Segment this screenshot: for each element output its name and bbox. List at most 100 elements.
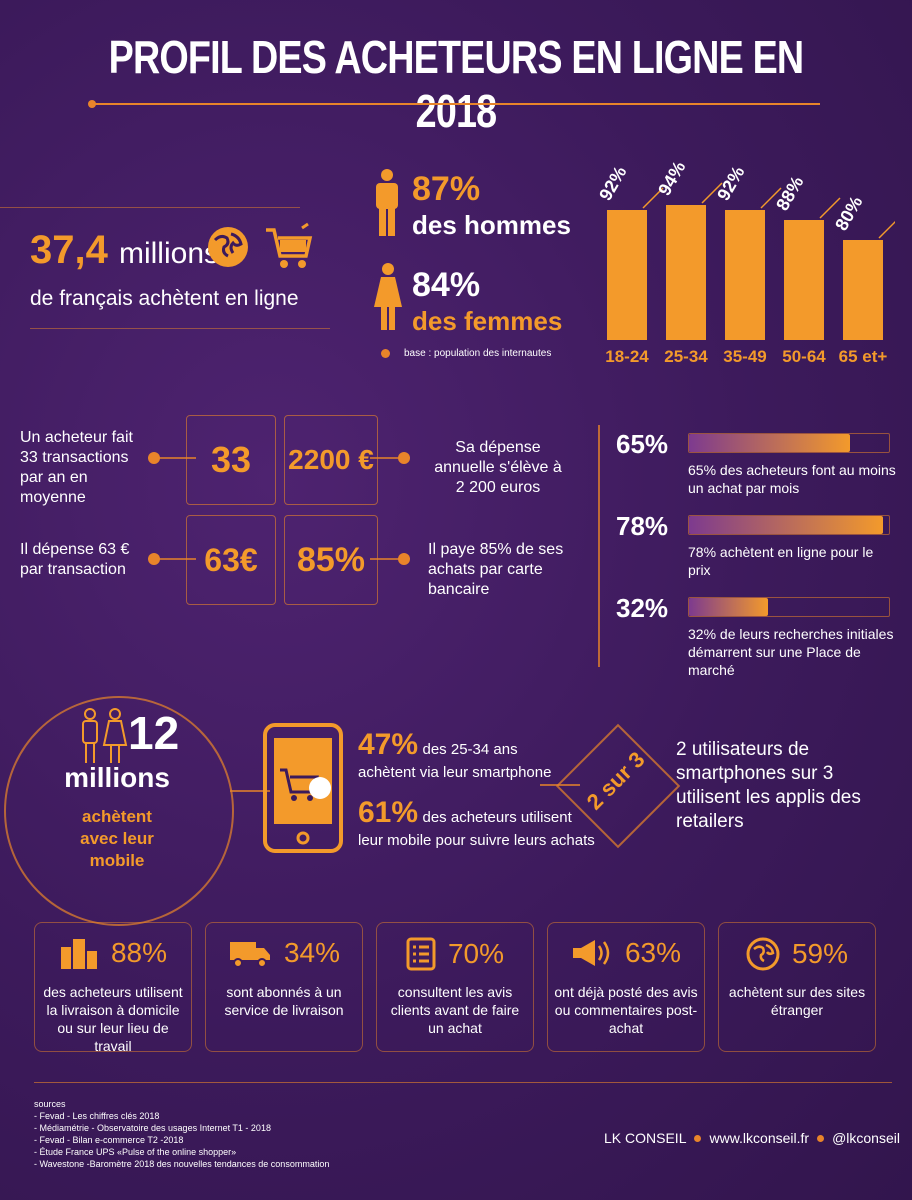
footer-brand: LK CONSEIL (604, 1130, 687, 1146)
progress-pct: 32% (616, 593, 669, 623)
men-label: des hommes (412, 210, 571, 240)
stat-card-pct: 70% (447, 938, 505, 969)
connector-dot (398, 452, 410, 464)
progress-track (688, 515, 890, 535)
category-label: 25-34 (664, 347, 708, 366)
women-percent: 84% (412, 266, 481, 304)
page-title: PROFIL DES ACHETEURS EN LIGNE EN 2018 (108, 31, 805, 137)
stat-card-text: consultent les avis clients avant de fai… (390, 984, 520, 1036)
mobile-stat-2-b: leur mobile pour suivre leurs achats (358, 832, 595, 849)
mobile-stat-1-pct: 47% (358, 728, 419, 761)
card-payment-value: 85% (296, 541, 366, 579)
footer-bullet (694, 1134, 702, 1142)
ratio-text: 2 utilisateurs de smartphones sur 3 util… (676, 739, 861, 832)
category-label: 50-64 (782, 347, 826, 366)
mobile-stat-2-pct: 61% (358, 796, 419, 829)
source-item: - Médiamétrie - Observatoire des usages … (34, 1123, 271, 1133)
per-transaction-text: Il dépense 63 € par transaction (20, 541, 130, 578)
footer-site[interactable]: www.lkconseil.fr (709, 1130, 810, 1146)
globe-icon (746, 937, 780, 971)
mobile-unit: millions (64, 762, 170, 793)
category-label: 35-49 (723, 347, 766, 366)
connector-dot (398, 553, 410, 565)
stat-card-text: sont abonnés à un service de livraison (224, 984, 344, 1018)
mobile-label: achètent avec leur mobile (80, 807, 154, 870)
bar-35-49 (725, 210, 765, 340)
source-item: - Fevad - Les chiffres clés 2018 (34, 1111, 160, 1121)
category-label: 65 et+ (839, 347, 888, 366)
connector-line (540, 784, 580, 786)
stat-card-pct: 34% (283, 937, 341, 968)
footer-bullet (817, 1134, 825, 1142)
bar-value-label: 94% (654, 160, 689, 199)
stat-card-pct: 88% (110, 937, 168, 968)
progress-fill (689, 516, 883, 534)
mobile-stat-1: 47% des 25-34 ans achètent via leur smar… (358, 728, 551, 781)
mobile-stat-2-a: des acheteurs utilisent (422, 809, 572, 826)
connector-dot (148, 553, 160, 565)
divider (30, 328, 330, 329)
bar-value-label: 92% (595, 163, 630, 204)
connector-line (230, 790, 270, 792)
bar-18-24 (607, 210, 647, 340)
stat-card: 63% ont déjà posté des avis ou commentair… (547, 922, 705, 1052)
bar-label-leader (878, 220, 895, 239)
base-note: base : population des internautes (404, 348, 552, 359)
buyers-text: de français achètent en ligne (30, 287, 299, 310)
stat-cards: 88% des acheteurs utilisent la livraison … (34, 922, 884, 1054)
smartphone-cart-icon (262, 722, 346, 856)
bar-25-34 (666, 205, 706, 340)
stat-card: 88% des acheteurs utilisent la livraison … (34, 922, 192, 1054)
woman-icon (372, 262, 404, 332)
globe-icon (205, 224, 251, 270)
stat-card-text: ont déjà posté des avis ou commentaires … (554, 984, 698, 1036)
buyers-headline: 37,4 millions (30, 228, 219, 273)
transactions-box: 33 (186, 415, 276, 505)
stat-card-header: 59% (719, 937, 875, 971)
progress-pct: 65% (616, 429, 669, 459)
progress-track (688, 597, 890, 617)
progress-track (688, 433, 890, 453)
stat-card-text: des acheteurs utilisent la livraison à d… (43, 984, 183, 1054)
megaphone-icon (571, 937, 613, 969)
mobile-stat-2: 61% des acheteurs utilisent leur mobile … (358, 796, 595, 849)
divider (0, 207, 300, 208)
stat-card-header: 34% (206, 937, 362, 969)
connector-line (158, 457, 196, 459)
bar-label-leader (642, 187, 664, 209)
progress-stats: 65% 65% des acheteurs font au moins un ac… (606, 425, 896, 685)
stat-card-text: achètent sur des sites étranger (728, 984, 866, 1018)
vertical-divider (598, 425, 600, 667)
per-transaction-box: 63€ (186, 515, 276, 605)
stat-card-pct: 63% (624, 937, 682, 968)
source-item: - Étude France UPS «Pulse of the online … (34, 1147, 237, 1157)
progress-text: 65% des acheteurs font au moins un achat… (688, 462, 896, 496)
footer-divider (34, 1082, 892, 1083)
cart-icon (262, 222, 314, 272)
stat-card: 34% sont abonnés à un service de livraiso… (205, 922, 363, 1052)
mobile-stat-1-b: achètent via leur smartphone (358, 764, 552, 781)
source-item: - Fevad - Bilan e-commerce T2 -2018 (34, 1135, 184, 1145)
footer-handle[interactable]: @lkconseil (832, 1130, 900, 1146)
sources-list: - Fevad - Les chiffres clés 2018 - Médiam… (34, 1110, 329, 1170)
age-bar-chart: 92% 18-24 94% 25-34 92% 35-49 88% 50-64 80% 65 et… (595, 160, 895, 370)
mobile-number: 12 (128, 707, 180, 759)
progress-row: 65% 65% des acheteurs font au moins un ac… (606, 425, 896, 505)
bar-50-64 (784, 220, 824, 340)
source-item: - Wavestone -Baromètre 2018 des nouvelle… (34, 1159, 330, 1169)
mobile-circle (4, 696, 234, 926)
sources-heading: sources (34, 1099, 66, 1109)
category-label: 18-24 (605, 347, 649, 366)
spend-box: 2200 € (284, 415, 378, 505)
progress-text: 32% de leurs recherches initiales démarr… (688, 626, 894, 678)
connector-line (370, 457, 408, 459)
card-payment-box: 85% (284, 515, 378, 605)
progress-fill (689, 434, 851, 452)
couple-icon (78, 708, 128, 766)
progress-fill (689, 598, 769, 616)
sources: sources - Fevad - Les chiffres clés 2018… (34, 1098, 329, 1170)
bar-value-label: 88% (772, 173, 807, 214)
truck-icon (228, 938, 272, 968)
stat-card-header: 63% (548, 937, 704, 969)
progress-pct: 78% (616, 511, 669, 541)
